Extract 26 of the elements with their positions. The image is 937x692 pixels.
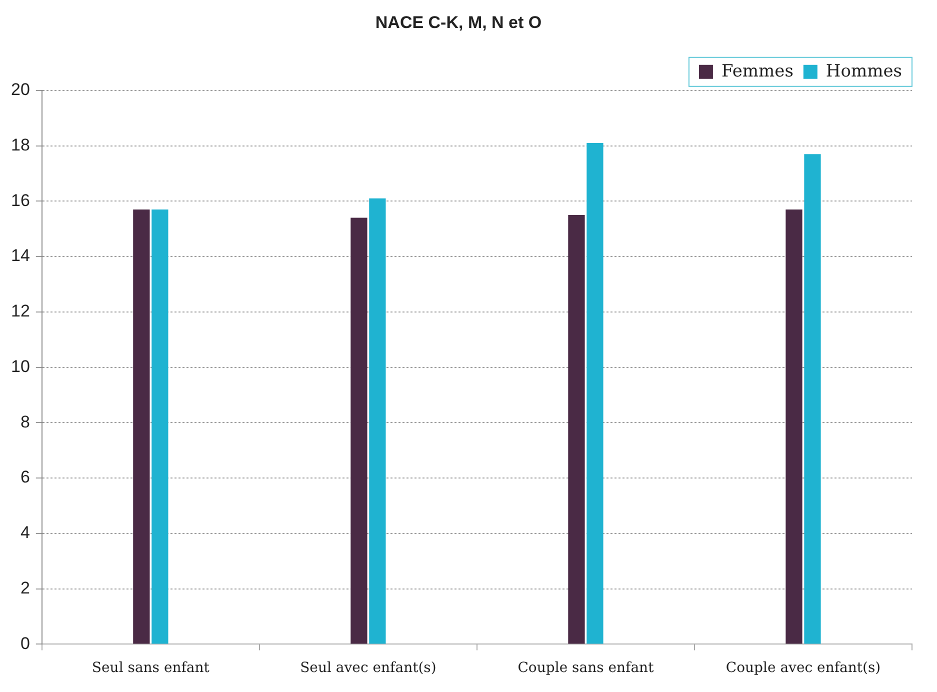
legend-label: Hommes (826, 61, 902, 82)
y-tick-label: 4 (20, 523, 30, 542)
y-tick-label: 18 (10, 135, 30, 154)
bar (350, 218, 368, 644)
bar (568, 215, 585, 644)
legend-label: Femmes (721, 61, 794, 82)
y-tick-label: 8 (20, 412, 30, 432)
bar (369, 198, 386, 644)
bar (804, 154, 821, 644)
y-tick-label: 6 (20, 468, 30, 487)
bar (133, 209, 150, 644)
y-tick-label: 0 (20, 634, 30, 653)
bar (586, 143, 604, 644)
y-tick-label: 16 (10, 190, 30, 210)
y-tick-label: 10 (10, 356, 30, 376)
x-tick-label: Seul avec enfant(s) (300, 660, 436, 676)
bar (152, 209, 168, 644)
y-tick-label: 20 (10, 80, 30, 100)
x-tick-label: Seul sans enfant (92, 660, 210, 676)
y-tick-label: 12 (10, 302, 30, 321)
y-tick-label: 14 (10, 246, 30, 266)
bar (786, 209, 802, 644)
y-tick-label: 2 (20, 578, 30, 598)
x-tick-label: Couple avec enfant(s) (726, 660, 881, 676)
x-tick-label: Couple sans enfant (518, 660, 654, 676)
chart-title: NACE C-K, M, N et O (375, 12, 542, 32)
